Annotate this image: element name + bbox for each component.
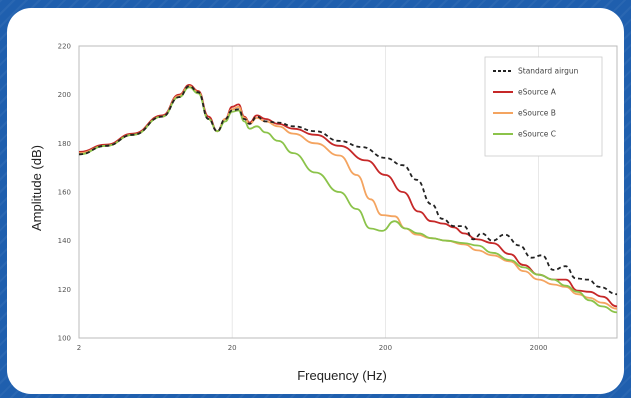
legend: Standard airgun eSource A eSource B eSource… <box>484 56 603 157</box>
x-tick-label: 20 <box>228 344 237 352</box>
y-tick-label: 120 <box>58 286 71 294</box>
y-tick-label: 100 <box>58 335 71 343</box>
x-tick-label: 2000 <box>530 344 548 352</box>
x-tick-label: 200 <box>379 344 392 352</box>
plot-area <box>78 45 618 339</box>
y-tick-label: 160 <box>58 189 71 197</box>
y-axis-title: Amplitude (dB) <box>29 145 44 231</box>
legend-label-esource-b: eSource B <box>518 109 556 118</box>
legend-box <box>484 56 603 157</box>
gridlines <box>78 46 539 338</box>
series-lines <box>78 84 618 314</box>
legend-label-standard-airgun: Standard airgun <box>518 67 579 76</box>
x-tick-label: 2 <box>77 344 81 352</box>
y-tick-label: 200 <box>58 91 71 99</box>
legend-label-esource-c: eSource C <box>518 130 556 139</box>
chart-card: 2 20 200 2000 100 120 140 160 180 200 220 Frequenc… <box>7 8 624 394</box>
y-tick-label: 180 <box>58 140 71 148</box>
legend-label-esource-a: eSource A <box>518 88 557 97</box>
y-tick-label: 220 <box>58 43 71 51</box>
x-axis-title: Frequency (Hz) <box>297 368 387 383</box>
y-tick-label: 140 <box>58 237 71 245</box>
series-line-standard-airgun <box>78 85 618 296</box>
